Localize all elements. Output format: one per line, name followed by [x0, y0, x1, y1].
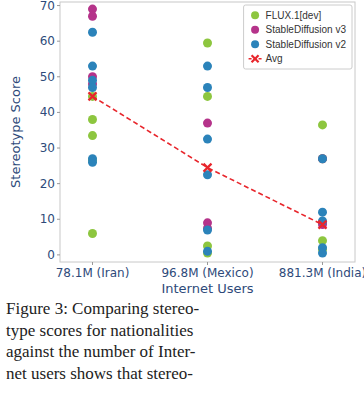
legend-swatch	[251, 11, 259, 19]
point	[88, 62, 97, 71]
plot-frame	[60, 2, 355, 262]
legend-label: StableDiffusion v3	[266, 24, 347, 35]
y-tick	[57, 41, 60, 42]
point	[88, 131, 97, 140]
point	[88, 28, 97, 37]
point	[203, 92, 212, 101]
legend-swatch	[251, 26, 259, 34]
y-tick-label: 0	[47, 248, 55, 262]
y-tick-label: 70	[40, 0, 55, 13]
legend-box	[244, 5, 352, 69]
point	[88, 83, 97, 92]
y-tick-label: 20	[40, 177, 55, 191]
point	[88, 92, 97, 101]
legend-label: FLUX.1[dev]	[266, 10, 322, 21]
point	[203, 247, 212, 256]
y-tick	[57, 148, 60, 149]
legend-label: StableDiffusion v2	[266, 39, 347, 50]
point	[318, 208, 327, 217]
point	[318, 154, 327, 163]
point	[318, 154, 327, 163]
point	[203, 225, 212, 234]
point	[88, 229, 97, 238]
y-tick-label: 50	[40, 70, 55, 84]
point	[318, 249, 327, 258]
caption-line: net users shows that stereo-	[6, 364, 193, 383]
point	[203, 62, 212, 71]
y-tick-label: 40	[40, 105, 55, 119]
legend-label: Avg	[266, 53, 283, 64]
x-tick-label: 96.8M (Mexico)	[161, 266, 253, 280]
x-marker	[89, 92, 97, 100]
x-tick	[207, 262, 208, 265]
x-tick	[322, 262, 323, 265]
x-tick	[92, 262, 93, 265]
x-marker	[204, 164, 212, 172]
point	[318, 154, 327, 163]
point	[318, 120, 327, 129]
y-tick	[57, 254, 60, 255]
y-tick-label: 30	[40, 141, 55, 155]
y-tick	[57, 219, 60, 220]
y-tick	[57, 5, 60, 6]
point	[203, 83, 212, 92]
x-marker	[252, 55, 259, 62]
x-tick-label: 881.3M (India)	[279, 266, 364, 280]
y-tick	[57, 76, 60, 77]
caption-line: type scores for nationalities	[6, 321, 193, 340]
legend-swatch	[251, 40, 259, 48]
point	[88, 158, 97, 167]
point	[88, 115, 97, 124]
y-axis-label: Stereotype Score	[8, 76, 23, 188]
point	[203, 119, 212, 128]
avg-line	[93, 96, 323, 224]
x-marker	[319, 221, 327, 229]
x-axis-label: Internet Users	[161, 281, 253, 296]
legend: FLUX.1[dev] StableDiffusion v3 StableDiffu…	[244, 5, 352, 69]
point	[203, 135, 212, 144]
y-tick-label: 10	[40, 212, 55, 226]
y-tick	[57, 112, 60, 113]
caption-line: Figure 3: Comparing stereo-	[6, 299, 199, 318]
x-tick-label: 78.1M (Iran)	[56, 266, 130, 280]
point	[88, 12, 97, 21]
y-tick-label: 60	[40, 34, 55, 48]
chart: 0 10 20 30 40 50 60 70 78.1M (Iran) 96.8M (Mexico…	[0, 0, 364, 396]
point	[203, 38, 212, 47]
caption-line: against the number of Inter-	[6, 342, 196, 361]
y-tick	[57, 183, 60, 184]
